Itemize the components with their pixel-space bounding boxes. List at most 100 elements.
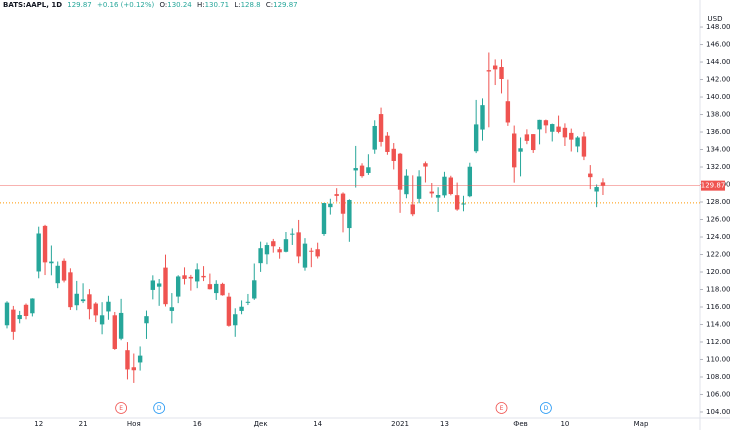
candle-body xyxy=(543,120,549,126)
candle-body xyxy=(106,301,111,312)
candle-body xyxy=(499,67,504,79)
candle-body xyxy=(87,294,92,310)
event-marker xyxy=(540,402,552,414)
candle-body xyxy=(512,133,517,168)
candle-body xyxy=(61,260,67,281)
candle-body xyxy=(562,127,568,138)
candle-body xyxy=(429,191,434,194)
candle-body xyxy=(385,135,390,152)
event-marker xyxy=(115,402,128,414)
candle-body xyxy=(264,245,270,255)
y-tick-label: 146.00 xyxy=(706,41,730,49)
candle-body xyxy=(214,283,219,294)
candle-body xyxy=(556,126,561,132)
candle-body xyxy=(480,105,485,130)
candle-body xyxy=(518,148,523,152)
x-tick-label: 2021 xyxy=(391,420,409,428)
candle-body xyxy=(80,299,86,302)
y-tick-label: 140.00 xyxy=(706,93,730,101)
l-val: 128.8 xyxy=(240,1,261,9)
candle-body xyxy=(150,280,156,290)
candle-body xyxy=(93,303,98,316)
candle-body xyxy=(334,194,339,196)
candle-body xyxy=(137,355,143,363)
candle-body xyxy=(588,173,593,178)
last-price-tag xyxy=(701,180,725,191)
candle-body xyxy=(575,137,580,147)
candle-body xyxy=(182,275,187,279)
candle-body xyxy=(486,70,492,72)
h-key: H: xyxy=(196,1,205,9)
event-marker xyxy=(495,402,508,414)
candle-body xyxy=(125,350,130,370)
symbol: BATS:AAPL, 1D xyxy=(3,1,63,9)
candle-body xyxy=(531,134,536,151)
candle-body xyxy=(144,316,149,324)
event-label: D xyxy=(157,405,162,412)
y-tick-label: 116.00 xyxy=(706,303,730,311)
x-tick-label: Фев xyxy=(513,420,527,428)
change: +0.16 (+0.12%) xyxy=(97,1,155,9)
y-tick-label: 126.00 xyxy=(706,215,730,223)
candle-body xyxy=(404,175,409,195)
candle-body xyxy=(296,232,301,257)
candle-body xyxy=(391,148,396,161)
candle-body xyxy=(347,199,352,229)
x-tick-label: Дек xyxy=(254,420,268,428)
candle-body xyxy=(410,204,415,215)
y-tick-label: 144.00 xyxy=(706,58,730,66)
candle-body xyxy=(36,233,41,272)
candle-body xyxy=(340,193,346,214)
candle-body xyxy=(461,203,466,205)
candle-body xyxy=(4,302,10,326)
y-tick-label: 110.00 xyxy=(706,355,730,363)
h-val: 130.71 xyxy=(204,1,230,9)
candle-body xyxy=(156,283,162,287)
candle-body xyxy=(99,315,105,325)
candle-body xyxy=(505,101,511,123)
y-tick-label: 132.00 xyxy=(706,163,730,171)
candle-body xyxy=(17,315,22,320)
candle-body xyxy=(30,298,35,314)
y-tick-label: 148.00 xyxy=(706,23,730,31)
candle-body xyxy=(23,304,29,316)
candle-body xyxy=(378,114,384,142)
x-tick-label: 12 xyxy=(34,420,43,428)
candle-body xyxy=(467,166,473,197)
candle-body xyxy=(74,293,79,306)
candle-body xyxy=(309,250,314,252)
candle-body xyxy=(416,176,422,199)
candle-body xyxy=(454,195,460,210)
candle-body xyxy=(569,132,574,140)
candle-body xyxy=(283,239,289,252)
candle-body xyxy=(131,367,136,371)
candle-body xyxy=(290,233,295,235)
y-tick-label: 114.00 xyxy=(706,320,730,328)
candle-body xyxy=(239,306,244,311)
candle-body xyxy=(233,314,238,326)
candle-body xyxy=(201,275,206,278)
y-tick-label: 118.00 xyxy=(706,285,730,293)
candle-body xyxy=(11,309,16,332)
candle-body xyxy=(49,261,54,264)
x-tick-label: Мар xyxy=(634,420,649,428)
candle-body xyxy=(524,134,530,141)
candle-body xyxy=(435,195,441,198)
y-tick-label: 124.00 xyxy=(706,233,730,241)
y-tick-label: 106.00 xyxy=(706,390,730,398)
candle-body xyxy=(277,249,282,253)
candle-body xyxy=(245,301,251,303)
candle-body xyxy=(550,124,555,132)
candle-body xyxy=(163,267,168,305)
currency: USD xyxy=(708,15,723,23)
x-tick-label: 21 xyxy=(79,420,88,428)
candle-body xyxy=(68,272,73,308)
event-marker xyxy=(153,402,166,414)
candle-body xyxy=(175,276,181,297)
candle-body xyxy=(366,167,371,173)
candle-body xyxy=(258,248,263,264)
candle-body xyxy=(594,187,599,192)
x-tick-label: 13 xyxy=(440,420,449,428)
